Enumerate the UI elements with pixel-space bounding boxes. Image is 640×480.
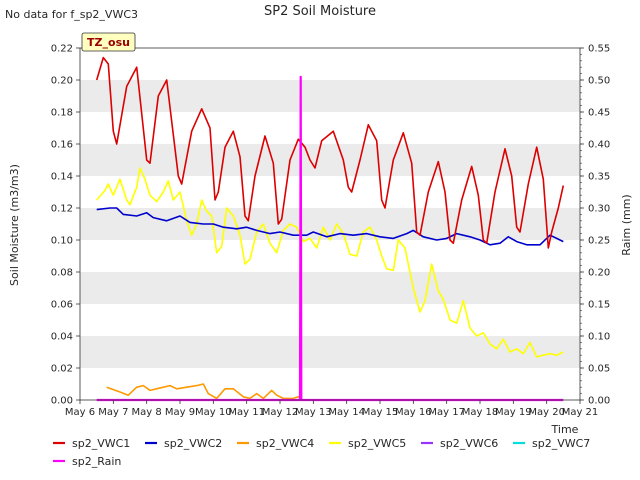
x-tick-label: May 19: [495, 407, 532, 418]
x-tick-label: May 18: [462, 407, 499, 418]
y2-tick-label: 0.10: [588, 332, 610, 343]
x-tick-label: May 15: [362, 407, 399, 418]
y-tick-label: 0.16: [51, 140, 73, 151]
y2-tick-label: 0.50: [588, 76, 610, 87]
y-tick-label: 0.12: [51, 204, 73, 215]
y-tick-label: 0.00: [51, 396, 73, 407]
badge-box: [81, 32, 136, 52]
y2-tick-label: 0.05: [588, 364, 610, 375]
x-tick-label: May 20: [528, 407, 565, 418]
series-line-sp2_VWC5: [96, 167, 564, 358]
y-tick-label: 0.14: [51, 172, 73, 183]
x-tick-label: May 10: [195, 407, 232, 418]
badge-label: TZ_osu: [87, 36, 130, 49]
legend-label-sp2_Rain: sp2_Rain: [72, 455, 121, 468]
grid-band: [80, 272, 580, 304]
y2-tick-label: 0.45: [588, 108, 610, 119]
y2-tick-label: 0.30: [588, 204, 610, 215]
x-tick-label: May 7: [98, 407, 128, 418]
y2-tick-label: 0.40: [588, 140, 610, 151]
x-tick-label: May 9: [165, 407, 195, 418]
x-tick-label: May 13: [295, 407, 332, 418]
y-tick-label: 0.04: [51, 332, 73, 343]
legend-label-sp2_VWC5: sp2_VWC5: [348, 437, 406, 450]
x-axis-label: Time: [551, 423, 579, 436]
series-line-sp2_VWC1: [95, 56, 565, 249]
x-tick-label: May 14: [328, 407, 365, 418]
y2-tick-label: 0.25: [588, 236, 610, 247]
legend-label-sp2_VWC2: sp2_VWC2: [164, 437, 222, 450]
grid-bands: [80, 48, 580, 400]
y-tick-label: 0.10: [51, 236, 73, 247]
plot-frame: [79, 47, 581, 401]
y2-tick-label: 0.00: [588, 396, 610, 407]
legend-label-sp2_VWC4: sp2_VWC4: [256, 437, 314, 450]
chart-title: SP2 Soil Moisture: [264, 4, 376, 19]
y-tick-label: 0.20: [51, 76, 73, 87]
grid-band: [80, 208, 580, 240]
grid-band: [80, 336, 580, 368]
grid-band: [80, 80, 580, 112]
no-data-note: No data for f_sp2_VWC3: [5, 8, 138, 21]
x-tick-label: May 12: [262, 407, 299, 418]
y2-tick-label: 0.35: [588, 172, 610, 183]
y-tick-label: 0.06: [51, 300, 73, 311]
y-tick-label: 0.02: [51, 364, 73, 375]
y2-tick-label: 0.15: [588, 300, 610, 311]
y2-tick-label: 0.55: [588, 44, 610, 55]
legend-label-sp2_VWC7: sp2_VWC7: [532, 437, 590, 450]
x-tick-label: May 16: [395, 407, 432, 418]
x-tick-label: May 17: [428, 407, 465, 418]
x-tick-label: May 8: [132, 407, 162, 418]
y-tick-label: 0.18: [51, 108, 73, 119]
legend-label-sp2_VWC1: sp2_VWC1: [72, 437, 130, 450]
legend-label-sp2_VWC6: sp2_VWC6: [440, 437, 498, 450]
tz-badge: TZ_osu: [81, 32, 136, 52]
y2-tick-label: 0.20: [588, 268, 610, 279]
x-tick-label: May 6: [65, 407, 95, 418]
x-tick-label: May 21: [562, 407, 599, 418]
series-line-sp2_VWC2: [96, 207, 564, 246]
grid-band: [80, 144, 580, 176]
y-tick-label: 0.08: [51, 268, 73, 279]
legend: sp2_VWC1 sp2_VWC2 sp2_VWC4 sp2_VWC5 sp2_VWC6…: [53, 437, 590, 468]
x-tick-label: May 11: [228, 407, 265, 418]
y-tick-label: 0.22: [51, 44, 73, 55]
y-axis-label: Soil Moisture (m3/m3): [8, 164, 21, 286]
y2-axis-label: Raim (mm): [620, 194, 633, 255]
series-line-sp2_VWC4: [106, 383, 303, 400]
